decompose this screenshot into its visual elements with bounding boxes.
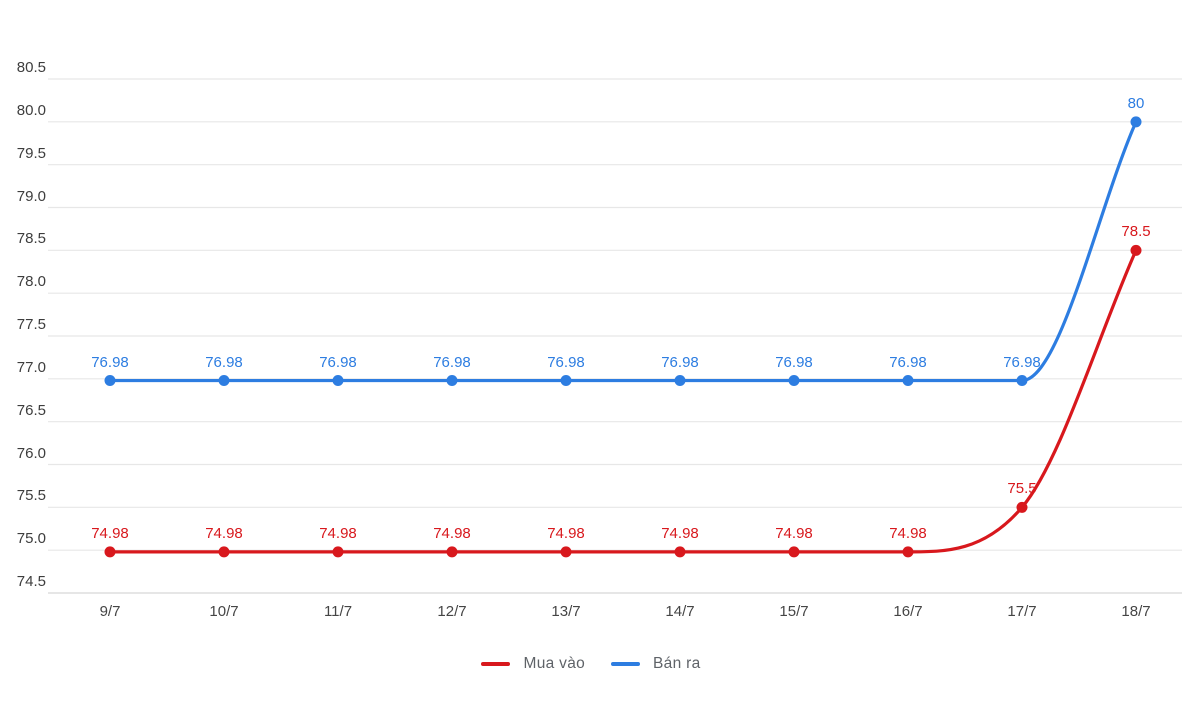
data-point [788,375,800,387]
data-point [446,546,458,558]
x-axis-tick: 13/7 [551,603,581,620]
data-label: 74.98 [319,524,357,542]
data-point [1130,244,1142,256]
data-label: 76.98 [205,353,243,371]
data-point [902,546,914,558]
y-axis-tick: 75.0 [16,530,46,548]
legend-item-mua-vào[interactable]: Mua vào [481,655,585,673]
data-label: 76.98 [91,353,129,371]
data-label: 76.98 [319,353,357,371]
data-label: 74.98 [433,524,471,542]
x-axis-tick: 17/7 [1007,603,1037,620]
y-axis-tick: 78.5 [16,230,46,248]
data-label: 74.98 [547,524,585,542]
chart-legend: Mua vào Bán ra [0,651,1182,677]
legend-label: Mua vào [523,655,586,672]
y-axis-tick: 79.0 [16,187,46,205]
data-point [1016,501,1028,513]
data-label: 74.98 [889,524,927,542]
legend-label: Bán ra [653,655,701,672]
data-point [104,375,116,387]
data-point [104,546,116,558]
y-axis-tick: 77.0 [16,358,46,376]
x-axis-tick: 18/7 [1121,603,1151,620]
x-axis-tick: 9/7 [99,603,121,620]
data-point [218,546,230,558]
y-axis-tick: 80.5 [16,59,46,76]
x-axis-tick: 16/7 [893,603,923,620]
x-axis-tick: 15/7 [779,603,809,620]
data-label: 74.98 [661,524,699,542]
legend-item-bán-ra[interactable]: Bán ra [611,655,700,673]
data-label: 74.98 [205,524,243,542]
series-line-bán-ra [108,120,1138,383]
data-label: 80 [1127,94,1145,112]
legend-line-icon [611,662,641,666]
data-label: 76.98 [547,353,585,371]
y-axis-tick: 74.5 [16,573,46,590]
data-label: 76.98 [661,353,699,371]
data-label: 76.98 [775,353,813,371]
data-label: 75.5 [1007,480,1037,498]
data-point [674,546,686,558]
legend-line-icon [481,662,511,666]
x-axis-tick: 10/7 [209,603,239,620]
y-axis-tick: 78.0 [16,273,46,291]
y-axis-tick: 75.5 [16,487,46,505]
data-point [332,375,344,387]
data-label: 76.98 [1003,353,1041,371]
data-point [560,546,572,558]
data-point [446,375,458,387]
y-axis-tick: 77.5 [16,316,46,333]
data-point [788,546,800,558]
y-axis-tick: 79.5 [16,144,46,162]
series-line-mua-vào [108,248,1138,554]
x-axis-tick: 11/7 [323,603,353,620]
data-point [674,375,686,387]
data-point [218,375,230,387]
x-axis-tick: 12/7 [437,603,467,620]
data-label: 74.98 [91,524,129,542]
x-axis-tick: 14/7 [665,603,695,620]
y-axis-tick: 76.0 [16,444,46,462]
data-label: 76.98 [889,353,927,371]
data-point [560,375,572,387]
data-point [332,546,344,558]
data-point [1130,116,1142,128]
data-label: 78.5 [1121,223,1151,241]
data-point [1016,375,1028,387]
y-axis-tick: 76.5 [16,401,46,419]
data-label: 76.98 [433,353,471,371]
y-axis-tick: 80.0 [16,101,46,119]
data-point [902,375,914,387]
data-label: 74.98 [775,524,813,542]
